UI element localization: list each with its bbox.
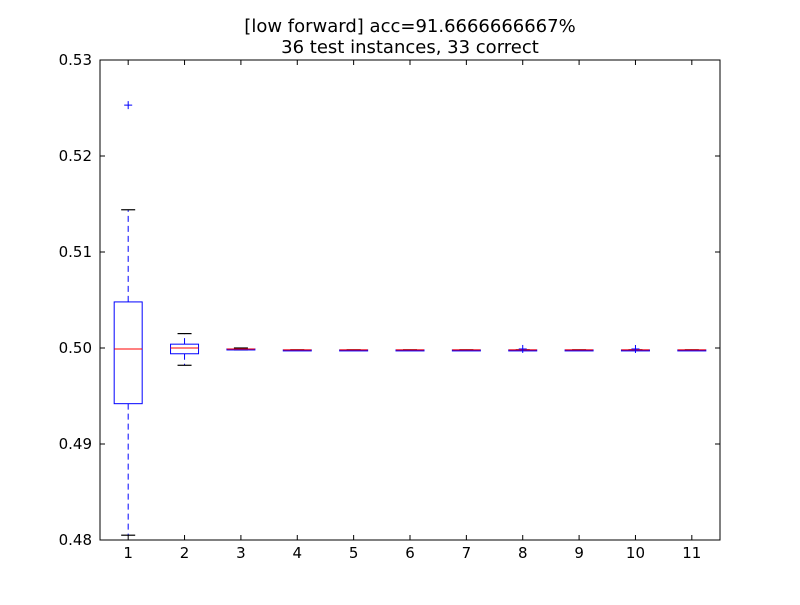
plot-frame	[99, 59, 721, 541]
y-tick-label: 0.49	[59, 435, 92, 453]
x-tick-label: 3	[236, 544, 246, 562]
x-tick-label: 9	[574, 544, 584, 562]
y-tick-label: 0.53	[59, 51, 92, 69]
x-tick-label: 1	[123, 544, 133, 562]
box	[113, 301, 143, 405]
x-tick-label: 2	[180, 544, 190, 562]
x-tick-label: 10	[626, 544, 645, 562]
y-tick-label: 0.52	[59, 147, 92, 165]
y-tick-label: 0.50	[59, 339, 92, 357]
x-tick-label: 11	[682, 544, 701, 562]
y-tick-label: 0.51	[59, 243, 92, 261]
x-tick-label: 6	[405, 544, 415, 562]
x-tick-label: 7	[462, 544, 472, 562]
x-tick-label: 4	[292, 544, 302, 562]
box	[170, 343, 200, 355]
plot-area: 0.48 0.49 0.50 0.51 0.52 0.53 1 2 3 4 5 6 7 8 9 10 11	[59, 51, 720, 562]
chart-title: [low forward] acc=91.6666666667%	[244, 16, 575, 37]
x-tick-label: 5	[349, 544, 359, 562]
chart-subtitle: 36 test instances, 33 correct	[281, 37, 539, 58]
x-tick-label: 8	[518, 544, 528, 562]
y-tick-label: 0.48	[59, 531, 92, 549]
